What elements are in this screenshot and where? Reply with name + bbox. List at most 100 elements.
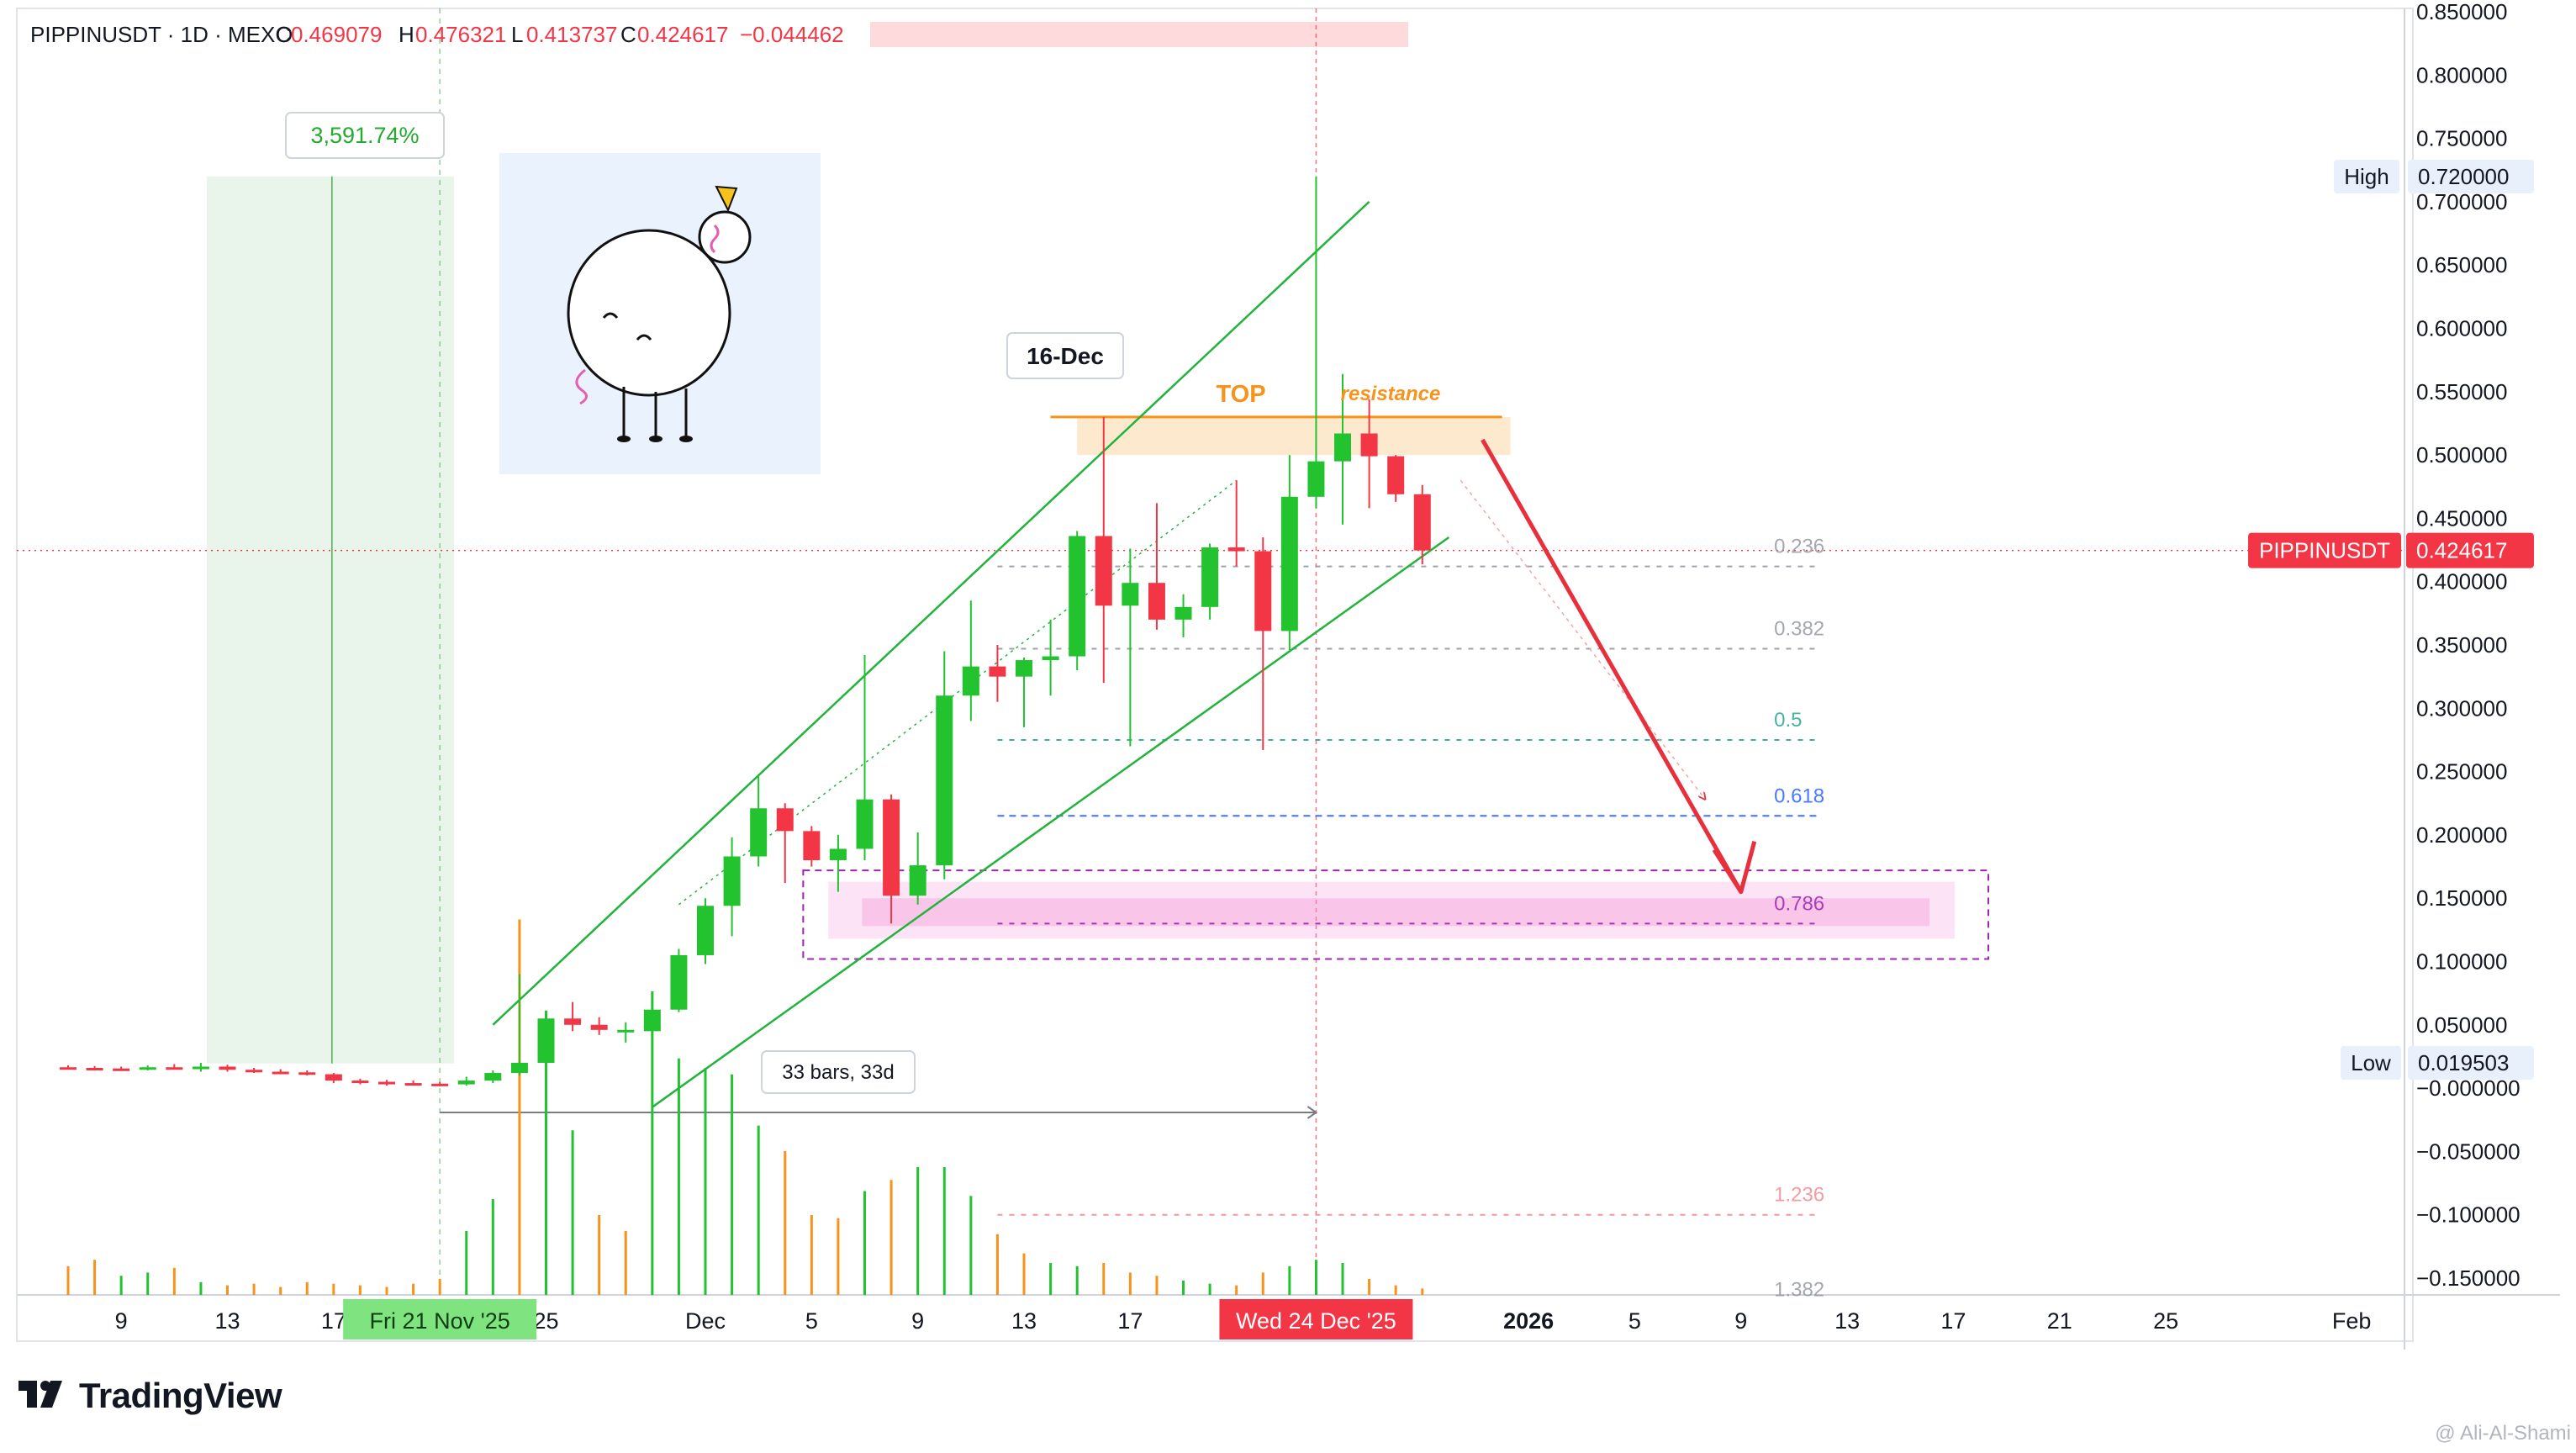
support-zone-frame xyxy=(802,869,1990,960)
candle-body-2025-12-16 xyxy=(1095,536,1112,606)
time-highlight-label-2025-12-24: Wed 24 Dec '25 xyxy=(1236,1308,1396,1334)
candle-body-2025-11-16 xyxy=(298,1072,316,1075)
candle-body-2025-12-06 xyxy=(829,848,847,861)
resistance-zone xyxy=(1077,416,1511,456)
open-label: O xyxy=(276,22,293,47)
candle-body-2025-12-19 xyxy=(1175,606,1192,620)
candle-body-2025-11-15 xyxy=(272,1071,289,1075)
candle-body-2025-11-09 xyxy=(113,1068,130,1071)
candle-body-2025-12-25 xyxy=(1334,433,1352,462)
eye-left xyxy=(602,312,619,319)
candle-body-2025-11-20 xyxy=(404,1083,422,1086)
candle-body-2025-11-08 xyxy=(86,1068,103,1071)
price-tick-0.100000: 0.100000 xyxy=(2416,949,2507,975)
candle-body-2025-12-14 xyxy=(1042,656,1059,661)
date-callout: 16-Dec xyxy=(1006,332,1124,379)
symbol-legend: PIPPINUSDT · 1D · MEXC O 0.469079 H 0.47… xyxy=(30,22,1408,47)
channel-upper xyxy=(492,200,1370,1026)
candle-body-2025-11-10 xyxy=(139,1067,156,1070)
price-tick-0.600000: 0.600000 xyxy=(2416,316,2507,341)
price-tick-0.850000: 0.850000 xyxy=(2416,0,2507,24)
date-callout-text: 16-Dec xyxy=(1027,343,1104,369)
symbol-line: PIPPINUSDT · 1D · MEXC xyxy=(30,22,291,47)
time-tick-2026-01-25: 25 xyxy=(2153,1308,2178,1334)
time-tick-2026-01-05: 5 xyxy=(1628,1308,1641,1334)
tradingview-brand[interactable]: TradingView xyxy=(18,1376,282,1416)
top-label: TOP xyxy=(1216,381,1265,408)
fib-label-0.5: 0.5 xyxy=(1774,709,1802,732)
last-price-symbol: PIPPINUSDT xyxy=(2259,538,2390,563)
price-tick-0.200000: 0.200000 xyxy=(2416,822,2507,848)
high-tag-value: 0.720000 xyxy=(2418,164,2509,189)
price-tick-−0.150000: −0.150000 xyxy=(2416,1265,2521,1291)
foot-1 xyxy=(617,436,631,442)
legend-blur xyxy=(870,22,1408,47)
candle-body-2025-12-03 xyxy=(750,808,768,857)
candle-body-2025-11-14 xyxy=(245,1070,263,1073)
eye-right xyxy=(636,334,652,341)
close-label: C xyxy=(620,22,636,47)
time-tick-2026-01-21: 21 xyxy=(2047,1308,2072,1334)
drawings xyxy=(492,200,1757,1108)
fib-levels: 0.236 0.382 0.5 0.618 0.786 1.236 1.382 xyxy=(997,536,1824,1302)
candle-body-2025-12-23 xyxy=(1280,496,1298,631)
price-tick-−0.100000: −0.100000 xyxy=(2416,1202,2521,1228)
candle-body-2025-11-26 xyxy=(564,1018,582,1025)
channel-lower xyxy=(652,536,1450,1108)
high-tag-label: High xyxy=(2344,164,2389,189)
candle-body-2025-11-11 xyxy=(166,1067,183,1070)
candle-body-2025-12-02 xyxy=(723,856,741,906)
foot-3 xyxy=(679,436,693,442)
date-range-arrowhead xyxy=(1306,1106,1318,1119)
open-value: 0.469079 xyxy=(291,22,382,47)
bars-range-text: 33 bars, 33d xyxy=(782,1061,894,1084)
price-tick-0.800000: 0.800000 xyxy=(2416,62,2507,87)
high-tag: High 0.720000 xyxy=(2334,160,2534,193)
price-tick-0.500000: 0.500000 xyxy=(2416,442,2507,468)
time-tick-2025-11-09: 9 xyxy=(115,1308,128,1334)
support-zone-inner xyxy=(862,898,1930,927)
author-credit: @ Ali-Al-Shami xyxy=(2435,1422,2571,1445)
candle-body-2025-11-12 xyxy=(192,1066,209,1070)
time-tick-2025-12-17: 17 xyxy=(1117,1308,1143,1334)
gain-callout-box xyxy=(285,112,445,159)
last-price-value: 0.424617 xyxy=(2416,538,2507,563)
candle-body-2025-11-24 xyxy=(510,1062,528,1074)
time-tick-2025-12-13: 13 xyxy=(1011,1308,1037,1334)
candle-body-2025-12-21 xyxy=(1227,547,1245,552)
time-tick-2025-11-17: 17 xyxy=(321,1308,346,1334)
price-tick-0.750000: 0.750000 xyxy=(2416,126,2507,151)
price-tick-0.350000: 0.350000 xyxy=(2416,632,2507,658)
tradingview-wordmark: TradingView xyxy=(79,1376,282,1415)
candle-body-2025-11-18 xyxy=(351,1081,369,1084)
time-tick-2026-02-01: Feb xyxy=(2332,1308,2372,1334)
low-tag-label-box xyxy=(2341,1046,2401,1080)
hat-shape xyxy=(715,185,738,213)
candle-body-2025-12-13 xyxy=(1016,660,1033,677)
bars-range-callout: 33 bars, 33d xyxy=(761,1050,916,1094)
channel-mid xyxy=(678,479,1238,906)
price-tick-−0.050000: −0.050000 xyxy=(2416,1139,2521,1164)
candle-body-2025-12-04 xyxy=(776,808,794,832)
hair-squiggle xyxy=(710,224,720,254)
price-axis: 0.8500000.8000000.7500000.7000000.650000… xyxy=(2416,0,2521,1291)
time-tick-2025-11-25: 25 xyxy=(533,1308,558,1334)
last-price-tag: PIPPINUSDT 0.424617 xyxy=(2248,532,2534,568)
time-highlight-box-2025-11-21 xyxy=(343,1299,537,1339)
time-tick-2025-11-13: 13 xyxy=(214,1308,240,1334)
price-tick-−0.000000: −0.000000 xyxy=(2416,1075,2521,1101)
candle-body-2025-12-07 xyxy=(856,799,874,849)
price-tick-0.050000: 0.050000 xyxy=(2416,1012,2507,1038)
price-tick-0.250000: 0.250000 xyxy=(2416,759,2507,785)
time-tick-2026-01-13: 13 xyxy=(1834,1308,1860,1334)
candle-body-2025-11-23 xyxy=(484,1073,502,1081)
candle-body-2025-11-13 xyxy=(219,1066,236,1070)
candle-body-2025-12-08 xyxy=(883,799,900,896)
high-value: 0.476321 xyxy=(415,22,506,47)
price-tick-0.550000: 0.550000 xyxy=(2416,379,2507,404)
support-zone-outer xyxy=(828,881,1956,939)
candle-body-2025-11-07 xyxy=(60,1067,77,1070)
foot-2 xyxy=(649,436,662,442)
